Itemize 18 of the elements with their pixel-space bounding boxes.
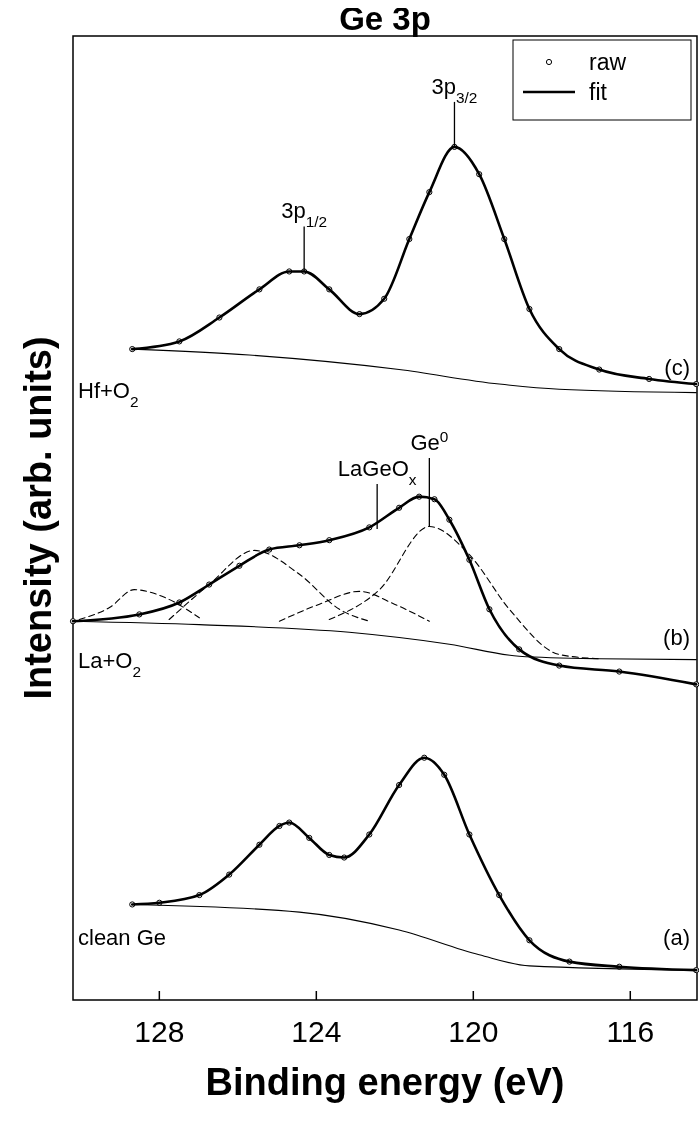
- x-tick-label: 128: [134, 1015, 185, 1048]
- legend-label: raw: [589, 49, 627, 75]
- annotation: Hf+O$_{2}$: [78, 378, 139, 410]
- legend-label: fit: [589, 79, 608, 105]
- annotation: Ge$^{0}$: [410, 427, 449, 456]
- annotation: (a): [663, 925, 690, 950]
- annotation: clean Ge: [78, 925, 167, 950]
- x-tick-label: 124: [291, 1015, 342, 1048]
- annotation: (b): [663, 625, 690, 650]
- x-tick-label: 120: [448, 1015, 499, 1048]
- annotation: La+O$_{2}$: [78, 648, 141, 680]
- annotation: (c): [664, 355, 690, 380]
- x-tick-label: 116: [606, 1015, 655, 1048]
- x-axis-title: Binding energy (eV): [205, 1061, 565, 1103]
- y-axis-title: Intensity (arb. units): [17, 336, 59, 700]
- annotation: 3p$_{1/2}$: [281, 198, 328, 230]
- annotation: 3p$_{3/2}$: [431, 73, 478, 106]
- annotation: LaGeO$_{x}$: [337, 456, 417, 488]
